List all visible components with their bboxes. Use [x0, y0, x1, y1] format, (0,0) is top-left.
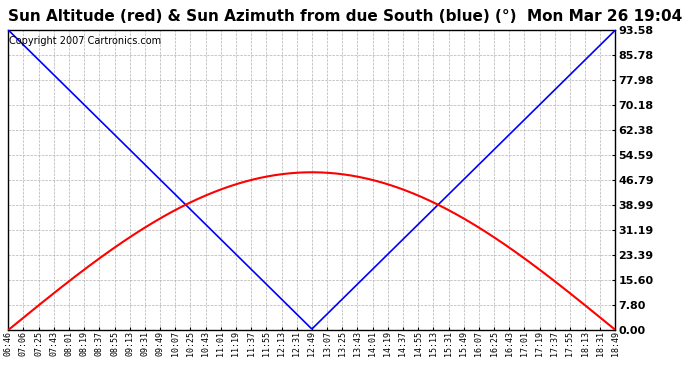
Text: Sun Altitude (red) & Sun Azimuth from due South (blue) (°)  Mon Mar 26 19:04: Sun Altitude (red) & Sun Azimuth from du…	[8, 9, 682, 24]
Text: Copyright 2007 Cartronics.com: Copyright 2007 Cartronics.com	[10, 36, 161, 46]
